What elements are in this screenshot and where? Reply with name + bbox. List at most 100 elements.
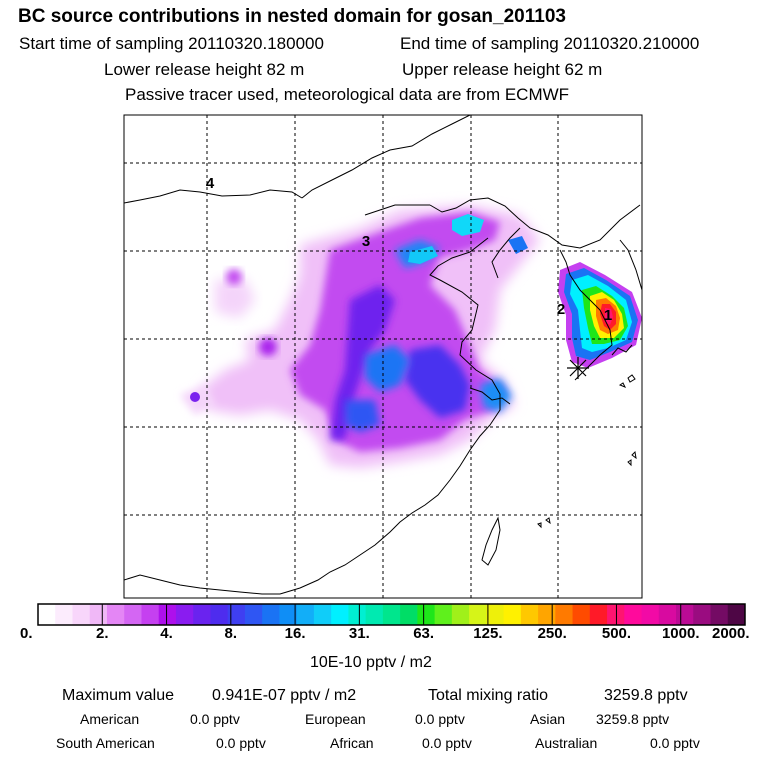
- colorbar-swatch: [607, 604, 625, 625]
- colorbar-tick-label: 2000.: [712, 625, 750, 642]
- field-spot-southwest: [190, 392, 200, 402]
- field-cyan-bohai: [452, 214, 484, 236]
- colorbar-swatch: [555, 604, 574, 625]
- colorbar-tick-label: 63.: [413, 625, 435, 642]
- colorbar-swatch: [106, 604, 125, 625]
- colorbar: [37, 603, 746, 626]
- field-light-west: [215, 278, 255, 318]
- colorbar-tick-label: 500.: [601, 625, 632, 642]
- colorbar-frame: [37, 603, 746, 626]
- lower-release-height: Lower release height 82 m: [104, 60, 305, 79]
- colorbar-swatch: [158, 604, 177, 625]
- colorbar-swatch: [693, 604, 712, 625]
- colorbar-swatch: [55, 604, 73, 625]
- concentration-field: [180, 205, 642, 468]
- islands: [537, 374, 637, 529]
- colorbar-swatch: [175, 604, 194, 625]
- colorbar-tick-label: 31.: [348, 625, 370, 642]
- colorbar-swatch: [469, 604, 487, 625]
- colorbar-swatch: [417, 604, 436, 625]
- colorbar-swatch: [210, 604, 229, 625]
- region-asian-label: Asian: [530, 711, 566, 727]
- colorbar-tick-label: 2.: [96, 625, 109, 642]
- colorbar-swatch: [38, 604, 56, 625]
- colorbar-swatch: [710, 604, 729, 625]
- tracer-info: Passive tracer used, meteorological data…: [125, 85, 570, 104]
- colorbar-unit-label: 10E-10 pptv / m2: [310, 654, 432, 671]
- region-south-american-label: South American: [56, 735, 155, 751]
- region-european-value: 0.0 pptv: [415, 711, 465, 727]
- colorbar-swatch: [296, 604, 315, 625]
- gosan-receptor: [567, 357, 589, 379]
- colorbar-swatch: [624, 604, 643, 625]
- lat-lon-grid: [124, 115, 642, 598]
- region-australian-value: 0.0 pptv: [650, 735, 700, 751]
- region-american-value: 0.0 pptv: [190, 711, 240, 727]
- upper-release-height: Upper release height 62 m: [402, 60, 603, 79]
- region-australian-label: Australian: [535, 735, 598, 751]
- colorbar-swatch: [400, 604, 418, 625]
- colorbar-swatch: [658, 604, 677, 625]
- total-mixing-ratio-value: 3259.8 pptv: [604, 687, 688, 704]
- colorbar-swatch: [244, 604, 263, 625]
- chart-title: BC source contributions in nested domain…: [18, 6, 566, 27]
- colorbar-swatch: [227, 604, 246, 625]
- region-label-1: 1: [604, 307, 612, 324]
- colorbar-swatch: [89, 604, 108, 625]
- colorbar-swatch: [486, 604, 505, 625]
- colorbar-swatch: [331, 604, 349, 625]
- colorbar-swatch: [193, 604, 211, 625]
- colorbar-tick-label: 250.: [537, 625, 567, 642]
- colorbar-swatch: [676, 604, 694, 625]
- colorbar-swatch: [279, 604, 298, 625]
- region-african-label: African: [330, 735, 374, 751]
- coastlines: [124, 115, 642, 595]
- colorbar-swatch: [141, 604, 160, 625]
- field-inner-east: [405, 345, 470, 418]
- colorbar-swatch: [451, 604, 470, 625]
- colorbar-swatch: [382, 604, 401, 625]
- field-blue-liaodong: [508, 236, 528, 254]
- colorbar-tick-label: 0.: [20, 625, 33, 642]
- colorbar-swatch: [348, 604, 367, 625]
- field-blue: [365, 345, 410, 392]
- region-european-label: European: [305, 711, 366, 727]
- colorbar-swatch: [520, 604, 539, 625]
- colorbar-swatch: [589, 604, 608, 625]
- colorbar-swatch: [365, 604, 384, 625]
- region-african-value: 0.0 pptv: [422, 735, 472, 751]
- sampling-end-time: End time of sampling 20110320.210000: [400, 34, 700, 53]
- total-mixing-ratio-label: Total mixing ratio: [428, 687, 549, 704]
- region-label-4: 4: [206, 175, 215, 192]
- colorbar-swatch: [72, 604, 91, 625]
- field-spot-west: [226, 269, 242, 285]
- field-blue-south: [345, 400, 380, 432]
- colorbar-swatch: [503, 604, 522, 625]
- region-south-american-value: 0.0 pptv: [216, 735, 266, 751]
- max-value-label: Maximum value: [62, 687, 175, 704]
- colorbar-swatch: [434, 604, 453, 625]
- colorbar-tick-label: 125.: [473, 625, 503, 642]
- colorbar-tick-label: 8.: [224, 625, 238, 642]
- region-asian-value: 3259.8 pptv: [596, 711, 670, 727]
- korea-band-magenta: [605, 308, 613, 325]
- map-frame: [123, 114, 643, 599]
- colorbar-tick-label: 4.: [160, 625, 173, 642]
- colorbar-swatch: [124, 604, 142, 625]
- region-label-2: 2: [557, 301, 565, 318]
- field-spot-mid: [259, 338, 277, 356]
- max-value: 0.941E-07 pptv / m2: [212, 687, 357, 704]
- sampling-start-time: Start time of sampling 20110320.180000: [19, 34, 324, 53]
- colorbar-tick-label: 16.: [284, 625, 306, 642]
- colorbar-swatch: [572, 604, 591, 625]
- field-blue-yangtze: [480, 378, 512, 412]
- colorbar-swatch: [313, 604, 332, 625]
- colorbar-swatch: [538, 604, 556, 625]
- colorbar-swatch: [262, 604, 280, 625]
- colorbar-tick-label: 1000.: [661, 625, 700, 642]
- colorbar-swatch: [727, 604, 746, 625]
- region-label-3: 3: [362, 233, 370, 250]
- region-american-label: American: [80, 711, 140, 727]
- colorbar-swatch: [641, 604, 660, 625]
